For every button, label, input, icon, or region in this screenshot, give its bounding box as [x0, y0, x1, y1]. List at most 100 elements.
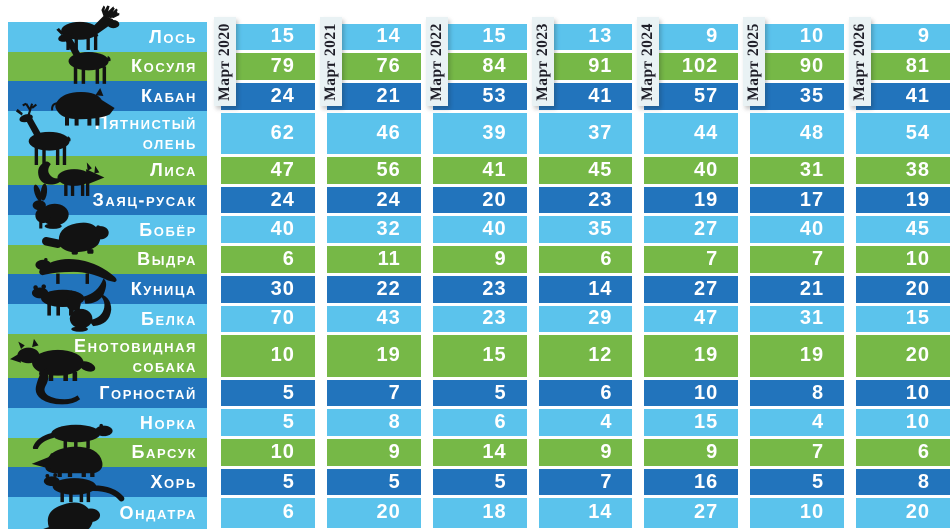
- animal-row-otter: Выдра: [8, 244, 207, 284]
- value-text: 5: [221, 468, 315, 496]
- value-cell: 5: [432, 467, 527, 497]
- value-cell: 7: [644, 245, 739, 275]
- value-cell: 7: [750, 245, 845, 275]
- value-cell: 10: [856, 245, 950, 275]
- value-text: 32: [326, 216, 421, 244]
- animal-name: Пятнистый олень: [94, 113, 197, 154]
- value-text: 9: [856, 23, 950, 51]
- animal-row-stoat: Горностай: [8, 368, 207, 408]
- value-cell: 24: [221, 81, 315, 111]
- value-cell: 19: [644, 185, 739, 215]
- value-text: 46: [326, 112, 421, 155]
- value-text: 7: [644, 246, 739, 273]
- animal-name: Косуля: [131, 56, 197, 77]
- beaver-icon: [42, 207, 120, 255]
- animal-name: Заяц-русак: [92, 190, 197, 211]
- value-cell: 20: [856, 334, 950, 379]
- value-cell: 27: [644, 215, 739, 245]
- value-cell: 6: [221, 245, 315, 275]
- year-column-2025: Март 2025 10 90 35 48 31 17 40 7 21 31 19 8 4 7 5 10: [743, 17, 845, 529]
- value-cell: 53: [432, 81, 527, 111]
- muskrat-icon: [32, 485, 116, 529]
- animal-name: Енотовидная собака: [74, 335, 197, 376]
- value-cell: 40: [221, 215, 315, 245]
- value-cell: 5: [326, 467, 421, 497]
- value-text: 7: [750, 439, 845, 466]
- roe-deer-icon: [38, 27, 134, 84]
- animal-name: Хорь: [150, 472, 197, 493]
- value-cell: 38: [856, 156, 950, 186]
- value-cell: 10: [856, 378, 950, 408]
- hare-icon: [16, 182, 78, 229]
- value-text: 18: [432, 498, 527, 528]
- value-text: 9: [432, 246, 527, 273]
- value-text: 41: [538, 82, 633, 110]
- value-text: 81: [856, 53, 950, 80]
- value-text: 70: [221, 305, 315, 333]
- value-cell: 31: [750, 304, 845, 334]
- value-cell: 84: [432, 52, 527, 82]
- value-text: 15: [432, 335, 527, 377]
- animal-labels-column: Лось Косуля Кабан Пятнистый олень Лиса Заяц-р…: [8, 5, 207, 529]
- value-text: 16: [644, 468, 739, 496]
- year-column-2020: Март 2020 15 79 24 62 47 24 40 6 30 70 10 5 5 10 5 6: [214, 17, 315, 529]
- animal-row-squirrel: Белка: [8, 290, 207, 334]
- year-column-2021: Март 2021 14 76 21 46 56 24 32 11 22 43 19 7 8 9 5 20: [319, 17, 421, 529]
- value-cell: 9: [326, 438, 421, 468]
- badger-icon: [30, 426, 116, 478]
- value-cell: 6: [538, 378, 633, 408]
- value-cell: 48: [750, 111, 845, 156]
- value-cell: 20: [856, 497, 950, 529]
- value-text: 14: [538, 498, 633, 528]
- value-text: 62: [221, 112, 315, 155]
- value-text: 7: [750, 246, 845, 273]
- value-cell: 40: [432, 215, 527, 245]
- animal-name: Ондатра: [119, 502, 197, 523]
- value-cell: 37: [538, 111, 633, 156]
- animal-row-polecat: Хорь: [8, 467, 207, 503]
- animal-name: Выдра: [137, 249, 197, 270]
- animal-row-beaver: Бобёр: [8, 214, 207, 255]
- value-cell: 24: [221, 185, 315, 215]
- animal-row-mink: Норка: [8, 407, 207, 450]
- value-text: 5: [750, 468, 845, 496]
- value-text: 57: [644, 82, 739, 110]
- value-cell: 9: [538, 438, 633, 468]
- animal-name: Белка: [140, 308, 197, 329]
- value-text: 44: [644, 112, 739, 155]
- animal-name: Бобёр: [139, 219, 197, 240]
- animal-row-roe-deer: Косуля: [8, 27, 207, 84]
- value-cell: 19: [750, 334, 845, 379]
- value-cell: 7: [538, 467, 633, 497]
- value-text: 6: [538, 379, 633, 407]
- value-cell: 6: [221, 497, 315, 529]
- value-text: 53: [432, 82, 527, 110]
- value-cell: 10: [644, 378, 739, 408]
- value-cell: 79: [221, 52, 315, 82]
- value-text: 20: [432, 186, 527, 214]
- animal-name: Норка: [139, 412, 197, 433]
- column-header-label: Март 2026: [851, 22, 869, 101]
- value-text: 84: [432, 53, 527, 80]
- value-cell: 18: [432, 497, 527, 529]
- value-text: 91: [538, 53, 633, 80]
- stoat-icon: [26, 367, 84, 406]
- value-cell: 23: [432, 274, 527, 304]
- column-header-2023: Март 2023: [531, 17, 554, 106]
- value-text: 39: [432, 112, 527, 155]
- value-cell: 102: [644, 52, 739, 82]
- animal-name: Кабан: [141, 86, 197, 107]
- value-cell: 6: [856, 438, 950, 468]
- value-text: 21: [326, 82, 421, 110]
- value-text: 40: [432, 216, 527, 244]
- value-text: 37: [538, 112, 633, 155]
- column-header-label: Март 2020: [216, 22, 233, 101]
- column-header-2026: Март 2026: [849, 17, 872, 106]
- column-header-2021: Март 2021: [319, 17, 342, 106]
- value-text: 5: [326, 468, 421, 496]
- value-cell: 30: [221, 274, 315, 304]
- value-cell: 20: [856, 274, 950, 304]
- value-cell: 91: [538, 52, 633, 82]
- value-text: 19: [750, 335, 845, 377]
- data-grid: Март 2020 15 79 24 62 47 24 40 6 30 70 10 5 5 10 5 6 Март…: [214, 17, 950, 529]
